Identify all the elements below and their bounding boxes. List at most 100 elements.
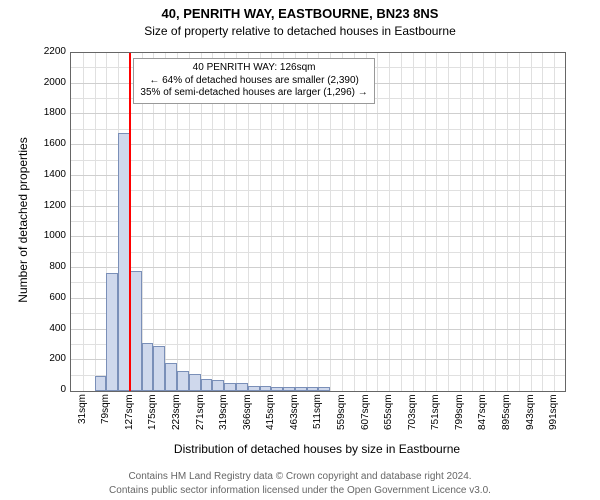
x-tick-label: 271sqm bbox=[195, 394, 206, 438]
y-tick-label: 800 bbox=[34, 261, 66, 272]
gridline-v bbox=[366, 53, 367, 391]
gridline-v bbox=[236, 53, 237, 391]
gridline-v bbox=[271, 53, 272, 391]
y-tick-label: 0 bbox=[34, 384, 66, 395]
x-tick-label: 559sqm bbox=[336, 394, 347, 438]
y-tick-label: 2200 bbox=[34, 46, 66, 57]
gridline-v bbox=[189, 53, 190, 391]
histogram-bar bbox=[189, 374, 201, 391]
gridline-h bbox=[71, 129, 565, 130]
gridline-v bbox=[519, 53, 520, 391]
gridline-v bbox=[330, 53, 331, 391]
legend-box: 40 PENRITH WAY: 126sqm← 64% of detached … bbox=[133, 58, 374, 104]
gridline-h bbox=[71, 282, 565, 283]
x-tick-label: 607sqm bbox=[360, 394, 371, 438]
legend-line: 35% of semi-detached houses are larger (… bbox=[140, 87, 367, 100]
histogram-bar bbox=[142, 343, 154, 391]
histogram-bar bbox=[283, 387, 295, 391]
x-tick-label: 655sqm bbox=[383, 394, 394, 438]
legend-line: 40 PENRITH WAY: 126sqm bbox=[140, 62, 367, 75]
x-tick-label: 895sqm bbox=[501, 394, 512, 438]
x-tick-label: 175sqm bbox=[147, 394, 158, 438]
gridline-v bbox=[260, 53, 261, 391]
histogram-bar bbox=[95, 376, 107, 391]
histogram-bar bbox=[165, 363, 177, 391]
gridline-v bbox=[95, 53, 96, 391]
gridline-h bbox=[71, 144, 565, 145]
gridline-v bbox=[224, 53, 225, 391]
y-tick-label: 1000 bbox=[34, 230, 66, 241]
x-tick-label: 366sqm bbox=[242, 394, 253, 438]
gridline-h bbox=[71, 113, 565, 114]
gridline-v bbox=[531, 53, 532, 391]
gridline-v bbox=[295, 53, 296, 391]
gridline-h bbox=[71, 313, 565, 314]
histogram-bar bbox=[236, 383, 248, 391]
gridline-v bbox=[425, 53, 426, 391]
gridline-v bbox=[401, 53, 402, 391]
histogram-bar bbox=[130, 271, 142, 391]
y-tick-label: 1800 bbox=[34, 107, 66, 118]
gridline-v bbox=[307, 53, 308, 391]
histogram-bar bbox=[318, 387, 330, 391]
gridline-v bbox=[165, 53, 166, 391]
y-tick-label: 200 bbox=[34, 353, 66, 364]
x-tick-label: 943sqm bbox=[525, 394, 536, 438]
gridline-v bbox=[507, 53, 508, 391]
x-tick-label: 799sqm bbox=[454, 394, 465, 438]
histogram-bar bbox=[212, 380, 224, 391]
gridline-v bbox=[495, 53, 496, 391]
gridline-h bbox=[71, 160, 565, 161]
histogram-bar bbox=[260, 386, 272, 391]
gridline-h bbox=[71, 221, 565, 222]
histogram-bar bbox=[248, 386, 260, 391]
footer-line-1: Contains HM Land Registry data © Crown c… bbox=[0, 471, 600, 482]
gridline-v bbox=[413, 53, 414, 391]
histogram-bar bbox=[307, 387, 319, 391]
x-tick-label: 79sqm bbox=[100, 394, 111, 438]
histogram-bar bbox=[177, 371, 189, 391]
histogram-bar bbox=[271, 387, 283, 391]
y-tick-label: 2000 bbox=[34, 77, 66, 88]
plot-area: 40 PENRITH WAY: 126sqm← 64% of detached … bbox=[70, 52, 566, 392]
gridline-v bbox=[460, 53, 461, 391]
gridline-h bbox=[71, 236, 565, 237]
gridline-v bbox=[542, 53, 543, 391]
histogram-bar bbox=[201, 379, 213, 391]
gridline-h bbox=[71, 329, 565, 330]
histogram-bar bbox=[118, 133, 130, 391]
gridline-h bbox=[71, 190, 565, 191]
gridline-h bbox=[71, 252, 565, 253]
gridline-v bbox=[483, 53, 484, 391]
x-tick-label: 31sqm bbox=[77, 394, 88, 438]
gridline-h bbox=[71, 298, 565, 299]
x-axis-label: Distribution of detached houses by size … bbox=[70, 442, 564, 456]
gridline-v bbox=[342, 53, 343, 391]
x-tick-label: 319sqm bbox=[218, 394, 229, 438]
x-tick-label: 463sqm bbox=[289, 394, 300, 438]
gridline-v bbox=[554, 53, 555, 391]
gridline-h bbox=[71, 52, 565, 53]
gridline-h bbox=[71, 175, 565, 176]
gridline-v bbox=[142, 53, 143, 391]
gridline-v bbox=[201, 53, 202, 391]
gridline-v bbox=[318, 53, 319, 391]
y-tick-label: 400 bbox=[34, 323, 66, 334]
gridline-v bbox=[283, 53, 284, 391]
histogram-bar bbox=[106, 273, 118, 391]
gridline-v bbox=[436, 53, 437, 391]
x-tick-label: 223sqm bbox=[171, 394, 182, 438]
gridline-v bbox=[354, 53, 355, 391]
x-tick-label: 511sqm bbox=[312, 394, 323, 438]
histogram-bar bbox=[295, 387, 307, 391]
chart-title-line2: Size of property relative to detached ho… bbox=[0, 24, 600, 38]
gridline-v bbox=[448, 53, 449, 391]
x-tick-label: 751sqm bbox=[430, 394, 441, 438]
gridline-v bbox=[377, 53, 378, 391]
y-tick-label: 1400 bbox=[34, 169, 66, 180]
x-tick-label: 847sqm bbox=[477, 394, 488, 438]
gridline-v bbox=[177, 53, 178, 391]
y-tick-label: 1200 bbox=[34, 200, 66, 211]
x-tick-label: 127sqm bbox=[124, 394, 135, 438]
x-tick-label: 415sqm bbox=[265, 394, 276, 438]
